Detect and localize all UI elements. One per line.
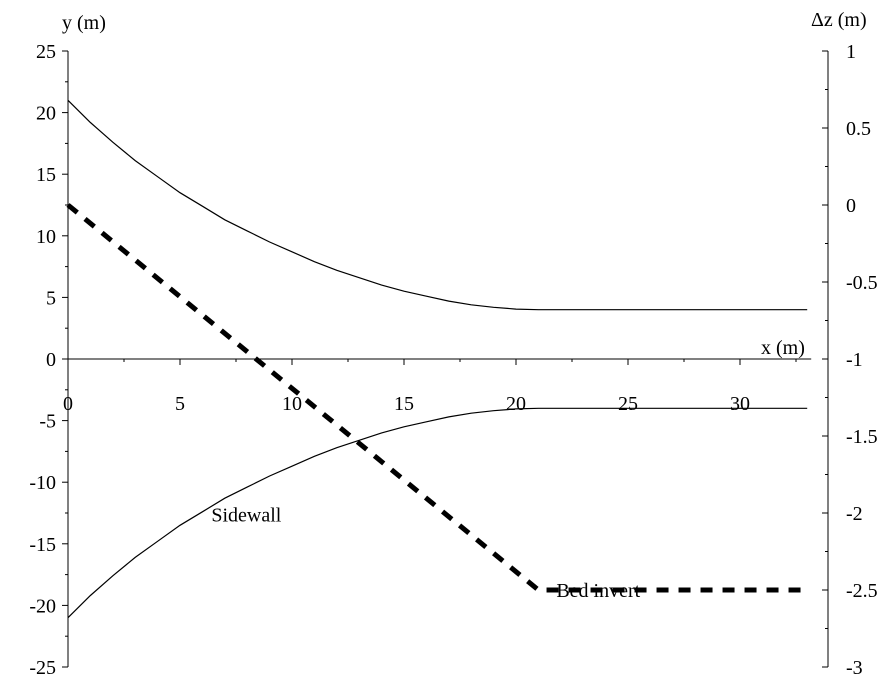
y2-tick-label: -1.5 (846, 426, 878, 448)
labels-group: y (m) Δz (m) x (m) Sidewall Bed invert (62, 9, 867, 602)
y-tick-label: 15 (36, 164, 56, 186)
y2-tick-label: 1 (846, 41, 856, 63)
x-tick-label: 25 (618, 393, 638, 415)
annotation-label: Bed invert (556, 580, 640, 602)
x-tick-label: 20 (506, 393, 526, 415)
ticks-group: 2520151050-5-10-15-20-2510.50-0.5-1-1.5-… (29, 41, 877, 679)
x-tick-label: 5 (175, 393, 185, 415)
x-axis-label: x (m) (761, 337, 805, 359)
y-tick-label: -25 (29, 657, 56, 679)
x-tick-label: 30 (730, 393, 750, 415)
x-tick-label: 0 (63, 393, 73, 415)
y-tick-label: 5 (46, 287, 56, 309)
axes-group (67, 51, 829, 667)
bed-invert-line (66, 203, 808, 593)
sidewall-upper-line (67, 99, 808, 311)
y2-tick-label: -2 (846, 503, 863, 525)
y-tick-label: 20 (36, 103, 56, 125)
y-tick-label: -5 (39, 411, 56, 433)
x-tick-label: 15 (394, 393, 414, 415)
y-tick-label: 0 (46, 349, 56, 371)
y-axis-label: y (m) (62, 12, 106, 34)
y2-tick-label: -0.5 (846, 272, 878, 294)
y-tick-label: 10 (36, 226, 56, 248)
annotation-label: Sidewall (211, 505, 281, 527)
y-tick-label: -20 (29, 595, 56, 617)
y-tick-label: -10 (29, 472, 56, 494)
y2-tick-label: 0 (846, 195, 856, 217)
y2-tick-label: -1 (846, 349, 863, 371)
y-tick-label: -15 (29, 534, 56, 556)
x-tick-label: 10 (282, 393, 302, 415)
y-tick-label: 25 (36, 41, 56, 63)
y2-axis-label: Δz (m) (811, 9, 867, 31)
y2-tick-label: 0.5 (846, 118, 871, 140)
sidewall-lower-line (67, 407, 808, 619)
series-group (66, 99, 808, 619)
y2-tick-label: -3 (846, 657, 863, 679)
y2-tick-label: -2.5 (846, 580, 878, 602)
